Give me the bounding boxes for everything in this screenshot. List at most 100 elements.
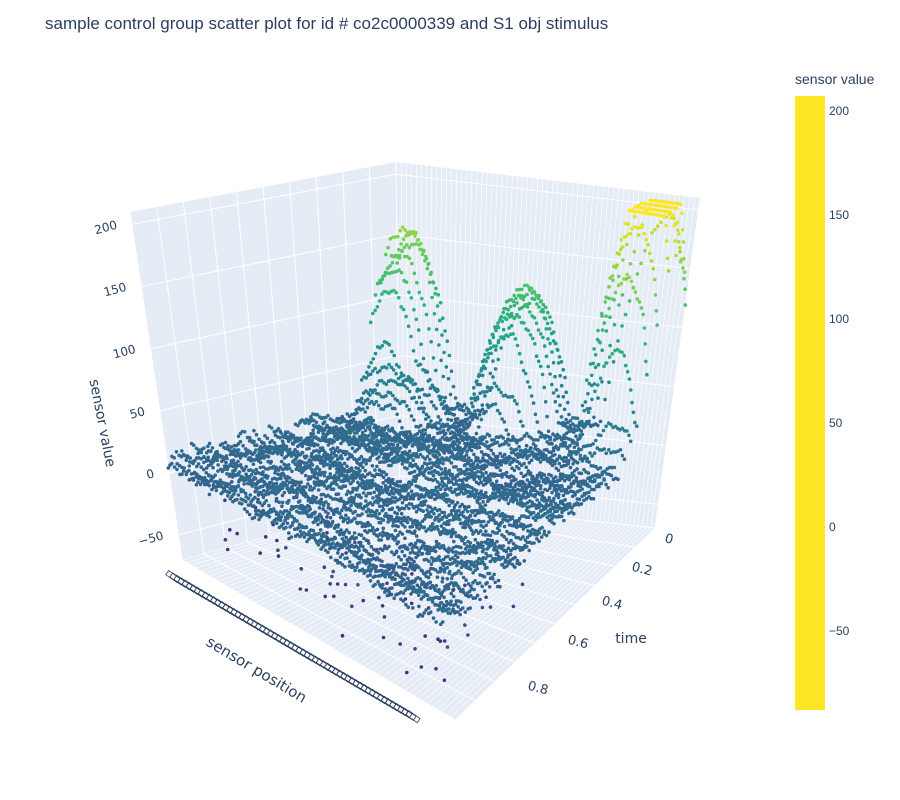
data-point <box>406 576 410 581</box>
data-point <box>546 310 550 315</box>
data-point <box>488 605 493 609</box>
data-point <box>259 440 264 444</box>
data-point <box>402 245 407 250</box>
data-point <box>287 466 292 471</box>
data-point <box>306 482 310 486</box>
data-point <box>244 464 248 469</box>
data-point <box>508 498 513 503</box>
data-point <box>384 478 388 483</box>
data-point <box>581 482 585 486</box>
data-point <box>421 525 426 530</box>
data-point <box>279 431 283 435</box>
data-point <box>597 482 601 487</box>
data-point <box>364 494 369 498</box>
data-point <box>417 406 421 411</box>
data-point <box>339 441 343 446</box>
data-point <box>267 424 272 429</box>
data-point <box>491 514 496 518</box>
data-point <box>241 443 245 448</box>
data-point <box>538 460 543 464</box>
data-point <box>513 448 518 452</box>
data-point <box>303 455 308 460</box>
data-point <box>414 534 419 538</box>
data-point <box>423 432 428 436</box>
data-point <box>435 480 440 484</box>
data-point <box>387 567 392 571</box>
data-point <box>341 505 346 510</box>
data-point <box>316 522 320 527</box>
data-point <box>391 393 395 398</box>
data-point <box>460 457 465 462</box>
data-point <box>558 373 562 378</box>
data-point <box>482 589 487 593</box>
data-point <box>436 637 440 641</box>
data-point <box>223 498 227 503</box>
data-point <box>224 460 228 465</box>
data-point <box>391 524 395 528</box>
data-point <box>400 225 405 230</box>
data-point <box>617 274 621 279</box>
data-point <box>665 239 669 243</box>
data-point <box>454 479 459 483</box>
data-point <box>433 291 438 296</box>
data-point <box>655 323 659 327</box>
data-point <box>276 554 281 558</box>
data-point <box>451 550 455 554</box>
data-point <box>462 463 467 468</box>
data-point <box>474 480 479 485</box>
data-point <box>411 545 416 549</box>
data-point <box>484 595 488 600</box>
data-point <box>624 363 628 368</box>
data-point <box>305 461 309 465</box>
data-point <box>500 533 504 537</box>
data-point <box>677 240 681 244</box>
data-point <box>370 389 374 393</box>
data-point <box>507 475 511 479</box>
data-point <box>434 464 439 469</box>
data-point <box>608 315 612 320</box>
data-point <box>567 511 571 516</box>
data-point <box>508 456 513 460</box>
data-point <box>422 571 426 576</box>
data-point <box>531 442 536 446</box>
data-point <box>669 216 674 220</box>
data-point <box>525 540 529 545</box>
data-point <box>386 390 391 395</box>
data-point <box>665 205 669 209</box>
data-point <box>440 435 445 440</box>
data-point <box>522 434 527 438</box>
data-point <box>540 372 545 377</box>
data-point <box>477 412 482 417</box>
data-point <box>471 570 475 575</box>
data-point <box>592 415 596 420</box>
data-point <box>430 295 434 300</box>
data-point <box>335 582 340 586</box>
data-point <box>453 396 458 400</box>
data-point <box>507 523 512 527</box>
data-point <box>441 316 445 321</box>
data-point <box>432 422 437 427</box>
data-point <box>636 233 641 237</box>
data-point <box>465 449 469 454</box>
data-point <box>274 496 279 501</box>
data-point <box>552 438 557 442</box>
data-point <box>387 362 391 367</box>
data-point <box>468 415 473 419</box>
data-point <box>654 203 659 208</box>
data-point <box>401 307 406 312</box>
data-point <box>402 553 407 558</box>
data-point <box>428 272 433 277</box>
data-point <box>543 487 547 492</box>
data-point <box>680 228 685 232</box>
data-point <box>384 511 388 516</box>
data-point <box>419 568 424 572</box>
data-point <box>501 310 506 315</box>
data-point <box>376 516 380 520</box>
data-point <box>668 200 673 205</box>
data-point <box>279 459 284 464</box>
data-point <box>478 460 483 464</box>
data-point <box>498 318 502 323</box>
data-point <box>437 493 442 498</box>
data-point <box>473 459 478 463</box>
